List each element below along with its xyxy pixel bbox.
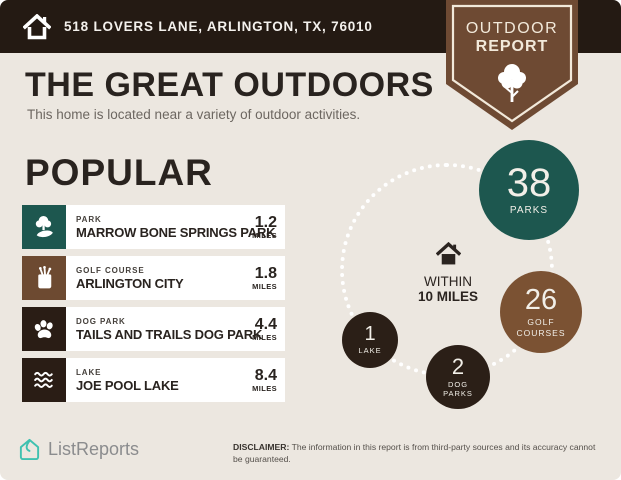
property-address: 518 LOVERS LANE, ARLINGTON, TX, 76010 bbox=[64, 19, 373, 34]
item-distance-unit: MILES bbox=[252, 332, 277, 342]
disclaimer: DISCLAIMER: The information in this repo… bbox=[233, 441, 605, 466]
radius-center: WITHIN 10 MILES bbox=[398, 241, 498, 304]
bubble-value: 1 bbox=[364, 323, 376, 346]
item-distance-unit: MILES bbox=[252, 230, 277, 240]
bubble-label: DOG PARKS bbox=[443, 379, 473, 398]
item-distance-unit: MILES bbox=[252, 383, 277, 393]
item-category: LAKE bbox=[76, 367, 102, 377]
item-distance: 1.8 bbox=[254, 264, 277, 282]
listreports-house-icon bbox=[19, 438, 40, 461]
bubble-parks: 38 PARKS bbox=[479, 140, 579, 240]
bubble-dog-parks: 2 DOG PARKS bbox=[426, 345, 490, 409]
badge-line2: REPORT bbox=[476, 38, 549, 55]
item-category: DOG PARK bbox=[76, 316, 126, 326]
brand-name: ListReports bbox=[48, 439, 140, 459]
item-category: PARK bbox=[76, 214, 102, 224]
bubble-label: PARKS bbox=[509, 204, 549, 216]
list-item-park: PARK MARROW BONE SPRINGS PARK 1.2 MILES bbox=[22, 205, 285, 249]
bubble-lake: 1 LAKE bbox=[342, 312, 398, 368]
item-distance: 1.2 bbox=[254, 213, 277, 231]
home-icon-center bbox=[435, 241, 461, 265]
center-line2: 10 MILES bbox=[417, 289, 479, 304]
popular-list: PARK MARROW BONE SPRINGS PARK 1.2 MILES bbox=[22, 205, 285, 409]
home-icon bbox=[23, 13, 51, 39]
paw-icon bbox=[22, 307, 66, 351]
item-name: ARLINGTON CITY bbox=[76, 275, 184, 291]
park-icon bbox=[22, 205, 66, 249]
popular-heading: POPULAR bbox=[25, 152, 213, 193]
page-subtitle: This home is located near a variety of o… bbox=[27, 107, 361, 122]
listreports-logo: ListReports bbox=[18, 437, 139, 462]
center-line1: WITHIN bbox=[424, 274, 472, 289]
list-item-golf: GOLF COURSE ARLINGTON CITY 1.8 MILES bbox=[22, 256, 285, 300]
item-distance-unit: MILES bbox=[252, 281, 277, 291]
item-distance: 8.4 bbox=[254, 366, 277, 384]
tree-icon bbox=[498, 64, 526, 102]
badge-line1: OUTDOOR bbox=[466, 20, 558, 37]
golf-bag-icon bbox=[22, 256, 66, 300]
item-name: MARROW BONE SPRINGS PARK bbox=[76, 224, 276, 240]
waves-icon bbox=[22, 358, 66, 402]
item-category: GOLF COURSE bbox=[76, 265, 145, 275]
list-item-dog-park: DOG PARK TAILS AND TRAILS DOG PARK 4.4 M… bbox=[22, 307, 285, 351]
bubble-golf-courses: 26 GOLF COURSES bbox=[500, 271, 582, 353]
disclaimer-label: DISCLAIMER: bbox=[233, 442, 290, 452]
bubble-value: 2 bbox=[451, 353, 465, 379]
outdoor-report-badge: OUTDOOR REPORT bbox=[446, 0, 578, 132]
bubble-value: 38 bbox=[506, 160, 552, 205]
bubble-label: GOLF COURSES bbox=[516, 316, 566, 338]
bubble-value: 26 bbox=[524, 283, 558, 316]
item-name: JOE POOL LAKE bbox=[76, 377, 179, 393]
list-item-lake: LAKE JOE POOL LAKE 8.4 MILES bbox=[22, 358, 285, 402]
item-distance: 4.4 bbox=[254, 315, 277, 333]
page-title: THE GREAT OUTDOORS bbox=[25, 66, 434, 104]
item-name: TAILS AND TRAILS DOG PARK bbox=[76, 326, 263, 342]
bubble-label: LAKE bbox=[358, 346, 382, 356]
disclaimer-text: The information in this report is from t… bbox=[233, 442, 596, 465]
